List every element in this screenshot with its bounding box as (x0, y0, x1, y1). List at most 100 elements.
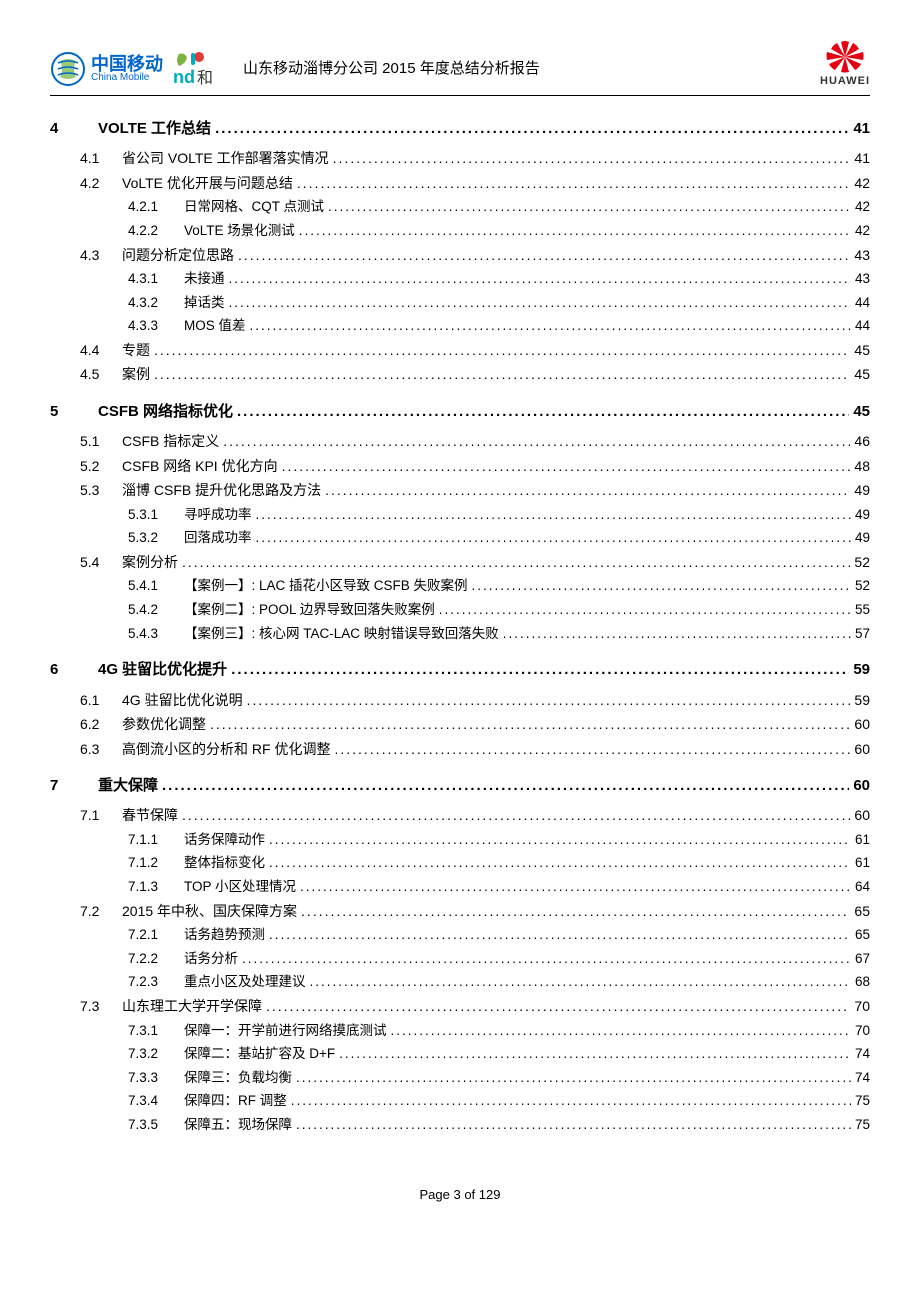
toc-page: 68 (855, 970, 870, 994)
toc-number: 4.2.2 (128, 219, 184, 243)
toc-leader-dots: ........................................… (154, 338, 850, 363)
toc-title: 话务分析 (184, 947, 238, 971)
toc-leader-dots: ........................................… (229, 291, 851, 315)
toc-entry[interactable]: 7.1.1话务保障动作.............................… (50, 828, 870, 852)
toc-entry[interactable]: 7.3.2保障二：基站扩容及 D+F......................… (50, 1042, 870, 1066)
nahe-na: n (173, 68, 184, 86)
toc-title: 保障一：开学前进行网络摸底测试 (184, 1019, 387, 1043)
nahe-he-bracket: d (184, 68, 195, 86)
toc-entry[interactable]: 4.3.2掉话类................................… (50, 291, 870, 315)
toc-page: 67 (855, 947, 870, 971)
toc-title: CSFB 指标定义 (122, 429, 219, 454)
toc-entry[interactable]: 4.3.1未接通................................… (50, 267, 870, 291)
toc-entry[interactable]: 7.1.3TOP 小区处理情况.........................… (50, 875, 870, 899)
toc-entry[interactable]: 4.1省公司 VOLTE 工作部署落实情况...................… (50, 146, 870, 171)
toc-number: 7.3 (80, 994, 122, 1019)
toc-title: 省公司 VOLTE 工作部署落实情况 (122, 146, 329, 171)
toc-page: 42 (855, 195, 870, 219)
toc-page: 44 (855, 291, 870, 315)
toc-title: 【案例三】: 核心网 TAC-LAC 映射错误导致回落失败 (184, 622, 499, 646)
toc-number: 7 (50, 773, 98, 799)
toc-number: 4.2.1 (128, 195, 184, 219)
toc-entry[interactable]: 7.3.1保障一：开学前进行网络摸底测试....................… (50, 1019, 870, 1043)
toc-page: 41 (854, 146, 870, 171)
toc-leader-dots: ........................................… (291, 1089, 851, 1113)
toc-entry[interactable]: 5.4案例分析.................................… (50, 550, 870, 575)
toc-entry[interactable]: 5.4.1【案例一】: LAC 插花小区导致 CSFB 失败案例........… (50, 574, 870, 598)
toc-entry[interactable]: 7.1.2整体指标变化.............................… (50, 851, 870, 875)
toc-title: 保障五：现场保障 (184, 1113, 292, 1137)
toc-title: VoLTE 优化开展与问题总结 (122, 171, 293, 196)
toc-page: 64 (855, 875, 870, 899)
toc-leader-dots: ........................................… (231, 657, 849, 683)
toc-leader-dots: ........................................… (269, 851, 851, 875)
toc-entry[interactable]: 5.3.2回落成功率..............................… (50, 526, 870, 550)
toc-entry[interactable]: 4.3问题分析定位思路.............................… (50, 243, 870, 268)
toc-entry[interactable]: 7.3.5保障五：现场保障...........................… (50, 1113, 870, 1137)
toc-entry[interactable]: 5CSFB 网络指标优化............................… (50, 399, 870, 425)
toc-entry[interactable]: 7.3.4保障四：RF 调整..........................… (50, 1089, 870, 1113)
toc-entry[interactable]: 4.4专题...................................… (50, 338, 870, 363)
toc-title: 保障二：基站扩容及 D+F (184, 1042, 335, 1066)
toc-page: 65 (854, 899, 870, 924)
toc-leader-dots: ........................................… (238, 243, 850, 268)
toc-leader-dots: ........................................… (503, 622, 851, 646)
toc-leader-dots: ........................................… (297, 171, 851, 196)
toc-leader-dots: ........................................… (269, 923, 851, 947)
toc-entry[interactable]: 6.3高倒流小区的分析和 RF 优化调整....................… (50, 737, 870, 762)
toc-title: 春节保障 (122, 803, 178, 828)
toc-entry[interactable]: 4.2.1日常网格、CQT 点测试.......................… (50, 195, 870, 219)
toc-entry[interactable]: 5.3淄博 CSFB 提升优化思路及方法....................… (50, 478, 870, 503)
toc-entry[interactable]: 7重大保障...................................… (50, 773, 870, 799)
toc-entry[interactable]: 7.2.2话务分析...............................… (50, 947, 870, 971)
toc-entry[interactable]: 64G 驻留比优化提升.............................… (50, 657, 870, 683)
toc-entry[interactable]: 6.2参数优化调整...............................… (50, 712, 870, 737)
toc-page: 49 (855, 503, 870, 527)
toc-title: 日常网格、CQT 点测试 (184, 195, 324, 219)
toc-title: 高倒流小区的分析和 RF 优化调整 (122, 737, 330, 762)
huawei-text: HUAWEI (820, 76, 870, 87)
toc-entry[interactable]: 4.2VoLTE 优化开展与问题总结......................… (50, 171, 870, 196)
toc-entry[interactable]: 5.3.1寻呼成功率..............................… (50, 503, 870, 527)
toc-title: 话务保障动作 (184, 828, 265, 852)
toc-title: TOP 小区处理情况 (184, 875, 296, 899)
toc-page: 43 (854, 243, 870, 268)
toc-page: 52 (855, 574, 870, 598)
toc-entry[interactable]: 4.5案例...................................… (50, 362, 870, 387)
toc-leader-dots: ........................................… (472, 574, 851, 598)
toc-leader-dots: ........................................… (269, 828, 851, 852)
toc-number: 5.4.2 (128, 598, 184, 622)
toc-title: 4G 驻留比优化提升 (98, 657, 227, 683)
toc-entry[interactable]: 4.2.2VoLTE 场景化测试........................… (50, 219, 870, 243)
toc-leader-dots: ........................................… (299, 219, 851, 243)
toc-entry[interactable]: 7.1春节保障.................................… (50, 803, 870, 828)
toc-entry[interactable]: 7.3山东理工大学开学保障...........................… (50, 994, 870, 1019)
header-left: 中国移动 China Mobile n d 和 山东移动淄博分公司 2015 年… (50, 50, 540, 87)
toc-number: 7.2.3 (128, 970, 184, 994)
toc-leader-dots: ........................................… (334, 737, 850, 762)
toc-leader-dots: ........................................… (301, 899, 850, 924)
toc-page: 41 (853, 116, 870, 142)
toc-number: 4.5 (80, 362, 122, 387)
toc-entry[interactable]: 5.2CSFB 网络 KPI 优化方向.....................… (50, 454, 870, 479)
toc-page: 45 (853, 399, 870, 425)
toc-page: 75 (855, 1089, 870, 1113)
toc-entry[interactable]: 5.4.3【案例三】: 核心网 TAC-LAC 映射错误导致回落失败......… (50, 622, 870, 646)
toc-number: 5 (50, 399, 98, 425)
toc-entry[interactable]: 6.14G 驻留比优化说明...........................… (50, 688, 870, 713)
toc-entry[interactable]: 7.3.3保障三：负载均衡...........................… (50, 1066, 870, 1090)
toc-title: CSFB 网络 KPI 优化方向 (122, 454, 278, 479)
toc-number: 7.3.3 (128, 1066, 184, 1090)
toc-leader-dots: ........................................… (256, 526, 851, 550)
toc-leader-dots: ........................................… (229, 267, 851, 291)
toc-leader-dots: ........................................… (296, 1066, 851, 1090)
china-mobile-cn: 中国移动 (91, 55, 163, 73)
toc-entry[interactable]: 7.2.1话务趋势预测.............................… (50, 923, 870, 947)
toc-entry[interactable]: 5.1CSFB 指标定义............................… (50, 429, 870, 454)
toc-entry[interactable]: 4.3.3MOS 值差.............................… (50, 314, 870, 338)
toc-entry[interactable]: 7.2.3重点小区及处理建议..........................… (50, 970, 870, 994)
toc-entry[interactable]: 5.4.2【案例二】: POOL 边界导致回落失败案例.............… (50, 598, 870, 622)
page-header: 中国移动 China Mobile n d 和 山东移动淄博分公司 2015 年… (50, 40, 870, 96)
toc-entry[interactable]: 7.22015 年中秋、国庆保障方案......................… (50, 899, 870, 924)
toc-entry[interactable]: 4VOLTE 工作总结.............................… (50, 116, 870, 142)
